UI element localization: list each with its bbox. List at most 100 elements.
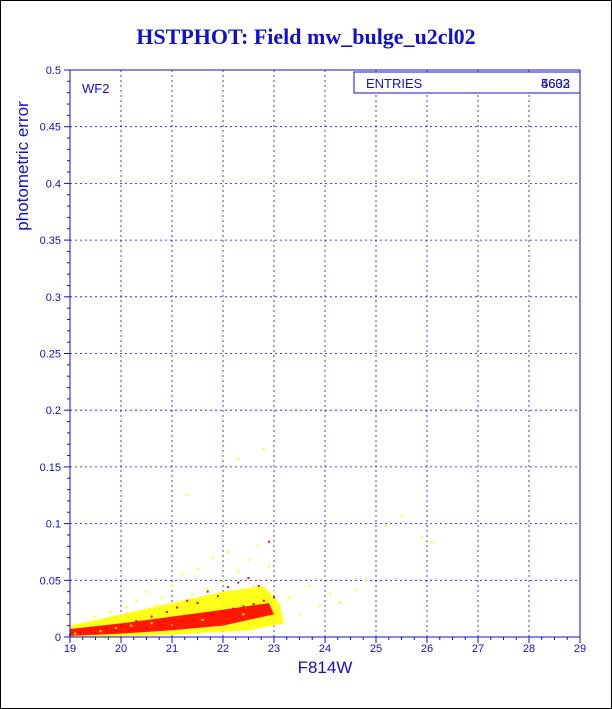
point-density-bands [70,585,285,637]
yellow-data-point [232,598,235,601]
red-data-point [211,613,214,616]
red-data-point [165,611,168,614]
yellow-data-point [273,590,275,593]
red-data-point [191,617,194,620]
yellow-data-point [385,524,388,527]
yellow-data-point [171,623,173,626]
y-tick-label: 0.25 [40,349,61,361]
yellow-data-point [135,599,138,602]
yellow-data-point [84,622,87,625]
red-data-point [227,586,230,589]
x-axis-title: F814W [298,658,353,677]
red-data-point [216,595,219,598]
yellow-data-point [237,457,240,460]
red-data-point [262,599,265,602]
yellow-data-point [130,624,133,627]
y-tick-label: 0.5 [46,65,61,77]
x-tick-label: 21 [166,643,178,655]
axis-ticks: 19 20 21 22 23 24 25 26 27 28 29 0 0.05 0.1 0.15 0.2 0.2… [40,65,587,655]
yellow-data-point [278,607,281,610]
yellow-data-point [308,584,311,587]
yellow-data-point [247,558,250,561]
red-data-point [114,630,117,633]
yellow-data-point [252,584,255,587]
y-tick-label: 0.2 [46,405,61,417]
chart-title: HSTPHOT: Field mw_bulge_u2cl02 [136,24,476,49]
yellow-data-point [222,579,224,582]
red-data-point [181,620,184,623]
red-data-point [267,540,270,543]
yellow-data-point [109,611,112,614]
red-data-point [160,624,163,627]
yellow-data-point [140,617,143,620]
stats-value-b: 5633 [541,76,570,91]
yellow-data-point [160,596,163,599]
yellow-data-point [191,592,194,595]
red-data-point [120,624,122,627]
yellow-data-point [181,573,184,576]
yellow-data-point [329,592,332,595]
red-data-point [176,606,179,609]
yellow-data-point [186,494,189,497]
x-tick-label: 20 [115,643,127,655]
yellow-data-point [354,588,357,591]
stats-label: ENTRIES [366,76,423,91]
panel-label: WF2 [82,81,109,96]
x-tick-label: 26 [421,643,433,655]
yellow-data-point [216,606,219,609]
yellow-data-point [364,579,367,582]
red-data-point [232,607,235,610]
yellow-data-point [298,613,301,616]
yellow-data-point [74,632,77,635]
yellow-data-point [150,622,153,625]
x-tick-label: 25 [370,643,382,655]
yellow-data-point [125,606,128,609]
yellow-data-point [176,601,179,604]
x-tick-label: 27 [472,643,484,655]
red-data-point [94,632,97,635]
y-tick-label: 0.3 [46,292,61,304]
y-tick-label: 0.45 [40,122,61,134]
yellow-data-point [196,567,199,570]
red-data-point [79,631,82,634]
yellow-data-point [257,545,260,548]
yellow-data-point [145,590,148,593]
yellow-data-point [120,620,122,623]
yellow-data-point [114,626,117,629]
x-tick-label: 19 [64,643,76,655]
yellow-data-point [267,565,270,568]
yellow-data-point [318,604,321,607]
red-data-point [222,611,224,614]
x-tick-label: 24 [319,643,331,655]
yellow-data-point [211,556,214,559]
red-data-point [201,615,204,618]
y-tick-label: 0.15 [40,462,61,474]
yellow-data-point [262,601,265,604]
yellow-data-point [237,570,240,573]
red-data-point [171,622,173,625]
yellow-data-point [155,604,158,607]
y-tick-label: 0.1 [46,519,61,531]
grid [70,70,580,637]
red-data-point [104,626,107,629]
yellow-data-point [206,588,209,591]
x-tick-label: 29 [574,643,586,655]
yellow-data-point [94,615,97,618]
red-data-point [273,596,275,599]
x-tick-label: 28 [523,643,535,655]
red-data-point [130,629,133,632]
x-tick-label: 23 [268,643,280,655]
stats-value-a: 4602 [541,76,570,91]
yellow-data-point [227,550,230,553]
y-axis-title: photometric error [13,101,32,231]
y-tick-label: 0.35 [40,235,61,247]
y-tick-label: 0.05 [40,575,61,587]
red-data-point [186,599,189,602]
yellow-data-point [339,601,342,604]
y-tick-label: 0.4 [46,178,61,190]
yellow-data-point [431,540,434,543]
yellow-data-point [186,611,189,614]
red-data-point [257,584,260,587]
red-data-point [206,590,209,593]
